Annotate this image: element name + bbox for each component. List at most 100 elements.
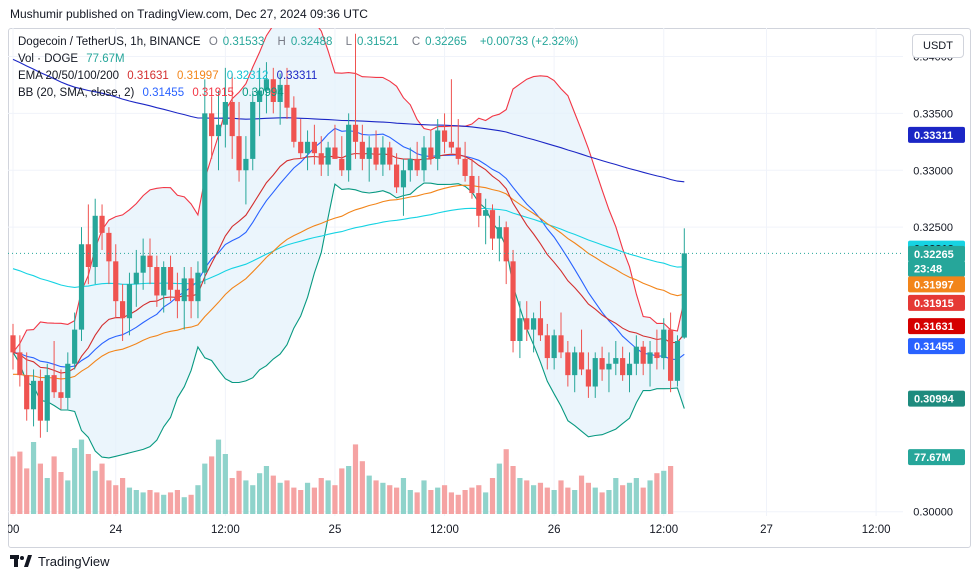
bollinger-upper-line (12, 28, 685, 353)
volume-bar (106, 480, 112, 514)
chart-frame (8, 28, 971, 548)
volume-bar (373, 480, 379, 514)
candle-body (99, 215, 105, 233)
close-value: 0.32265 (425, 36, 467, 48)
volume-bar (140, 492, 146, 514)
candle-body (565, 352, 571, 376)
volume-bar (647, 480, 653, 514)
volume-bar (483, 492, 489, 514)
ema-legend[interactable]: EMA 20/50/100/200 0.31631 0.31997 0.3231… (18, 70, 322, 82)
ema200-value: 0.33311 (276, 70, 318, 82)
price-tag-label: 0.33311 (914, 130, 953, 142)
volume-bar (78, 439, 85, 514)
low-value: 0.31521 (357, 36, 399, 48)
candle-body (359, 141, 365, 159)
close-label: C (411, 36, 421, 48)
candle-body (126, 284, 133, 319)
candle-body (298, 141, 304, 154)
volume-bar (126, 487, 133, 514)
volume-bar (167, 492, 174, 514)
volume-bar (620, 485, 626, 514)
candle-body (435, 130, 441, 159)
candle-body (284, 84, 290, 108)
candle-body (30, 380, 37, 410)
bb-upper-value: 0.31915 (192, 87, 234, 99)
symbol-legend: Dogecoin / TetherUS, 1h, BINANCE O 0.3153… (18, 36, 583, 48)
candle-body (531, 318, 537, 330)
price-tick-label: 0.32500 (913, 222, 953, 234)
volume-bar (524, 480, 530, 514)
candle-body (181, 278, 187, 302)
price-tag-bg (908, 245, 965, 262)
price-tag-label: 0.31915 (914, 298, 954, 310)
volume-legend[interactable]: Vol · DOGE 77.67M (18, 53, 130, 65)
volume-bar (243, 480, 249, 514)
volume-bar (558, 480, 564, 514)
candle-body (428, 147, 434, 159)
candle-body (551, 335, 557, 359)
currency-button[interactable]: USDT (912, 34, 964, 58)
volume-bar (37, 463, 43, 514)
candle-body (133, 272, 139, 285)
volume-bar (654, 473, 660, 514)
candle-body (441, 130, 448, 142)
candle-body (373, 147, 379, 165)
candle-body (366, 147, 372, 159)
candle-body (681, 253, 687, 338)
candle-body (236, 136, 242, 171)
price-tag-bg (908, 276, 965, 293)
bollinger-lower-line (12, 182, 685, 459)
candle-body (483, 210, 489, 216)
candle-body (195, 272, 201, 302)
volume-bar (626, 482, 633, 514)
candle-body (174, 289, 180, 302)
volume-bar (298, 490, 304, 514)
symbol-title[interactable]: Dogecoin / TetherUS, 1h, BINANCE (18, 36, 201, 48)
candle-body (633, 346, 639, 364)
volume-bar (572, 490, 578, 514)
candle-body (647, 352, 653, 364)
candle-body (229, 101, 235, 137)
volume-bar (284, 480, 290, 514)
volume-bar (202, 463, 208, 514)
candle-body (394, 164, 400, 188)
candle-body (58, 392, 64, 398)
candle-body (448, 141, 454, 148)
change-value: +0.00733 (+2.32%) (479, 36, 579, 48)
volume-bar (510, 466, 516, 514)
low-label: L (345, 36, 353, 48)
publisher-caption: Mushumir published on TradingView.com, D… (10, 7, 368, 21)
volume-bar (30, 442, 37, 514)
volume-bar (24, 468, 30, 514)
candle-body (263, 79, 270, 91)
candle-body (277, 84, 283, 102)
volume-bar (311, 487, 317, 514)
candle-body (421, 147, 427, 171)
price-tag-label: 0.32265 (914, 249, 954, 261)
candle-body (510, 261, 516, 341)
price-tag-bg (908, 390, 965, 407)
candle-body (346, 124, 352, 171)
volume-bar (270, 475, 276, 514)
bb-legend[interactable]: BB (20, SMA, close, 2) 0.31455 0.31915 0… (18, 87, 289, 99)
candle-body (167, 267, 174, 290)
price-tag-label: 0.31631 (914, 321, 954, 333)
tradingview-logo[interactable]: TradingView (10, 554, 110, 569)
candle-body (44, 375, 50, 421)
candle-body (37, 380, 43, 421)
volume-bar (537, 482, 544, 514)
candle-body (311, 141, 317, 154)
time-tick-label: 12:00 (430, 524, 459, 536)
volume-bar (236, 470, 242, 514)
candle-body (140, 255, 146, 273)
candle-body (674, 340, 681, 381)
volume-bar (92, 470, 98, 514)
price-chart[interactable]: 0.340000.335000.330000.325000.3000000241… (8, 28, 971, 548)
volume-bar (496, 463, 502, 514)
volume-bar (469, 487, 475, 514)
ema50-line (13, 184, 685, 380)
bb-label: BB (20, SMA, close, 2) (18, 87, 135, 99)
candle-body (661, 329, 667, 359)
volume-bar (318, 478, 324, 514)
volume-bar (517, 478, 523, 514)
